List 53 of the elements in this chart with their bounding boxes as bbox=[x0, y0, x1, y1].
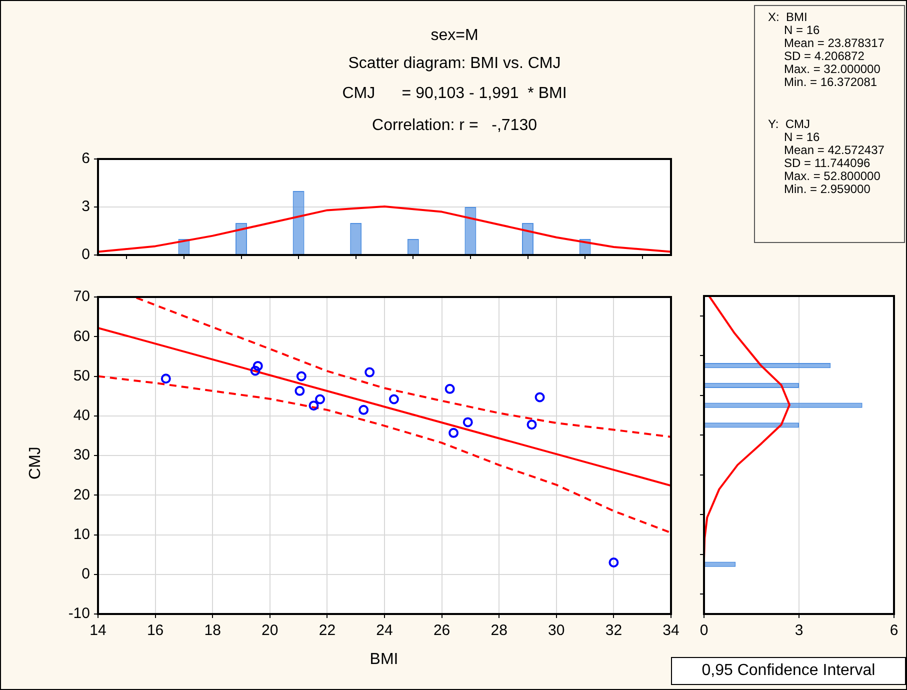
text: X: BMI N = 16 Mean = 23.878317 SD = 4.206872 Max. = 32.000000 Min. = 16.372081 bbox=[768, 10, 884, 89]
point bbox=[308, 400, 319, 411]
x-tick-label: 34 bbox=[662, 622, 680, 640]
chart-subtitle: Scatter diagram: BMI vs. CMJ bbox=[348, 55, 561, 72]
x-tick-label: 16 bbox=[146, 622, 164, 640]
point bbox=[296, 371, 306, 382]
y-tick-label: 10 bbox=[73, 526, 90, 543]
point bbox=[252, 360, 263, 371]
text: Correlation: r = -,7130 bbox=[372, 117, 537, 134]
point bbox=[294, 386, 305, 396]
x-tick-label: 0 bbox=[700, 622, 708, 640]
x-tick-label: 24 bbox=[376, 622, 393, 640]
x-tick-label: 20 bbox=[262, 622, 278, 640]
y-axis-title: CMJ bbox=[27, 446, 45, 482]
y-tick-label: 30 bbox=[73, 446, 90, 464]
point bbox=[358, 404, 369, 415]
x-tick-label: 22 bbox=[318, 622, 336, 640]
point bbox=[444, 384, 455, 394]
y-tick-label: 6 bbox=[82, 150, 90, 168]
point bbox=[608, 557, 619, 568]
x-tick-label: 30 bbox=[548, 622, 565, 640]
x-tick-label: 3 bbox=[794, 622, 804, 640]
y-tick-label: 40 bbox=[73, 407, 90, 424]
x-axis-title: BMI bbox=[368, 651, 400, 669]
text: 0,95 Confidence Interval bbox=[671, 657, 906, 685]
x-tick-label: 6 bbox=[890, 622, 898, 640]
y-tick-label: -10 bbox=[68, 605, 90, 622]
x-tick-label: 28 bbox=[490, 622, 508, 640]
point bbox=[160, 374, 171, 384]
line-series bbox=[135, 297, 671, 438]
point bbox=[388, 394, 399, 404]
x-tick-label: 18 bbox=[204, 622, 221, 640]
y-tick-label: 60 bbox=[73, 328, 90, 345]
point bbox=[526, 420, 537, 430]
y-tick-label: 0 bbox=[82, 566, 90, 583]
y-tick-label: 70 bbox=[73, 288, 90, 306]
point bbox=[448, 428, 459, 438]
point bbox=[462, 417, 473, 428]
y-tick-label: 20 bbox=[73, 486, 90, 504]
point bbox=[315, 394, 326, 404]
chart-title: sex=M bbox=[430, 27, 478, 44]
x-tick-label: 14 bbox=[90, 622, 106, 640]
point bbox=[534, 392, 545, 402]
x-tick-label: 26 bbox=[433, 622, 450, 640]
y-tick-label: 3 bbox=[82, 198, 90, 216]
y-tick-label: 0 bbox=[82, 246, 90, 264]
line-series bbox=[98, 375, 671, 534]
text: CMJ = 90,103 - 1,991 * BMI bbox=[342, 85, 567, 102]
text: Y: CMJ N = 16 Mean = 42.572437 SD = 11.744096 Max. = 52.800000 Min. = 2.959000 bbox=[768, 117, 884, 196]
y-tick-label: 50 bbox=[73, 367, 90, 384]
point bbox=[250, 366, 260, 376]
point bbox=[364, 367, 375, 378]
x-tick-label: 32 bbox=[605, 622, 622, 640]
